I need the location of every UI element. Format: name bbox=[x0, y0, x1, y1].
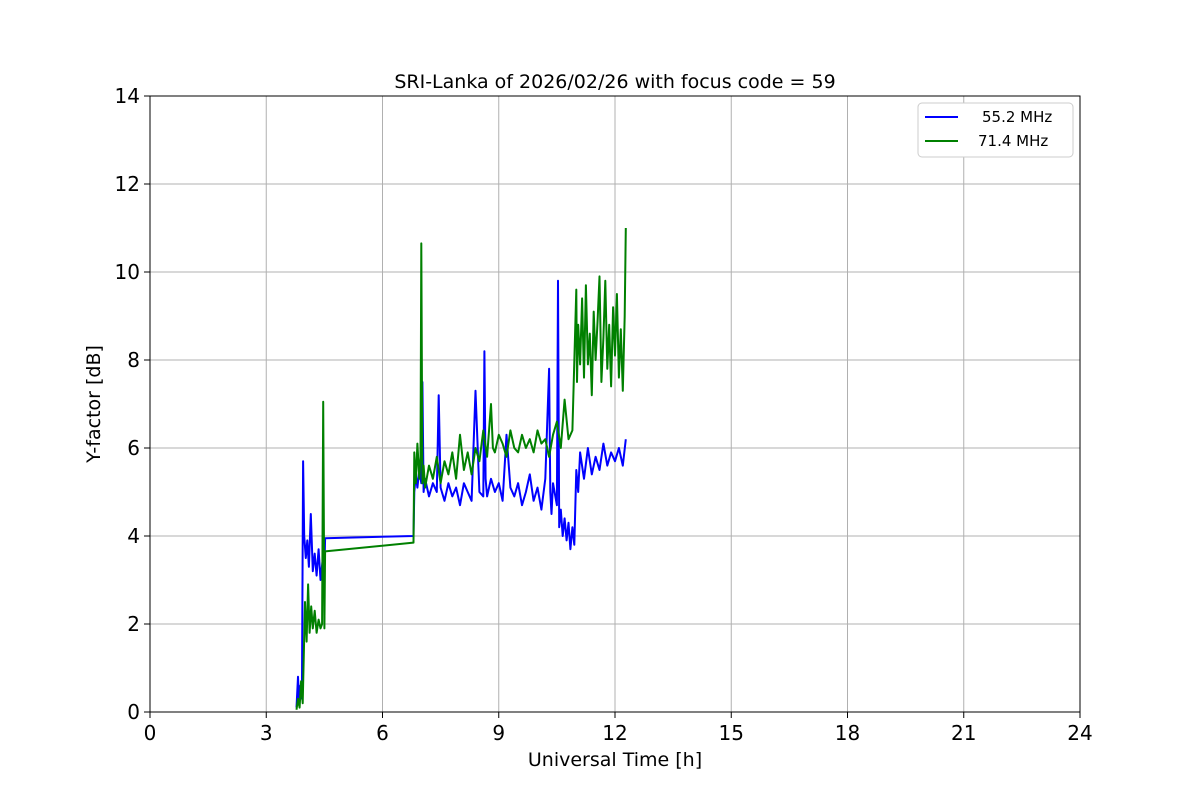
x-tick-label: 6 bbox=[376, 721, 389, 745]
legend-label-71-4-mhz: 71.4 MHz bbox=[978, 132, 1048, 150]
x-tick-label: 9 bbox=[492, 721, 505, 745]
series-layer bbox=[295, 227, 627, 710]
y-axis-label: Y-factor [dB] bbox=[83, 345, 105, 464]
x-tick-label: 15 bbox=[719, 721, 744, 745]
y-tick-label: 12 bbox=[115, 172, 140, 196]
y-tick-label: 0 bbox=[127, 700, 140, 724]
x-axis-label: Universal Time [h] bbox=[528, 749, 702, 771]
legend: 55.2 MHz 71.4 MHz bbox=[917, 102, 1074, 158]
y-tick-label: 6 bbox=[127, 436, 140, 460]
y-tick-label: 4 bbox=[127, 524, 140, 548]
x-tick-label: 12 bbox=[602, 721, 627, 745]
x-tick-label: 24 bbox=[1067, 721, 1092, 745]
y-tick-label: 14 bbox=[115, 84, 140, 108]
x-tick-label: 0 bbox=[144, 721, 157, 745]
x-tick-label: 3 bbox=[260, 721, 273, 745]
grid-layer bbox=[149, 95, 1081, 713]
y-tick-label: 2 bbox=[127, 612, 140, 636]
series-line-55-2-mhz bbox=[295, 279, 627, 708]
legend-label-55-2-mhz: 55.2 MHz bbox=[982, 108, 1052, 126]
chart-title: SRI-Lanka of 2026/02/26 with focus code … bbox=[394, 71, 835, 93]
y-tick-label: 8 bbox=[127, 348, 140, 372]
series-line-71-4-mhz bbox=[295, 227, 627, 710]
x-tick-label: 18 bbox=[835, 721, 860, 745]
x-tick-label: 21 bbox=[951, 721, 976, 745]
y-tick-label: 10 bbox=[115, 260, 140, 284]
